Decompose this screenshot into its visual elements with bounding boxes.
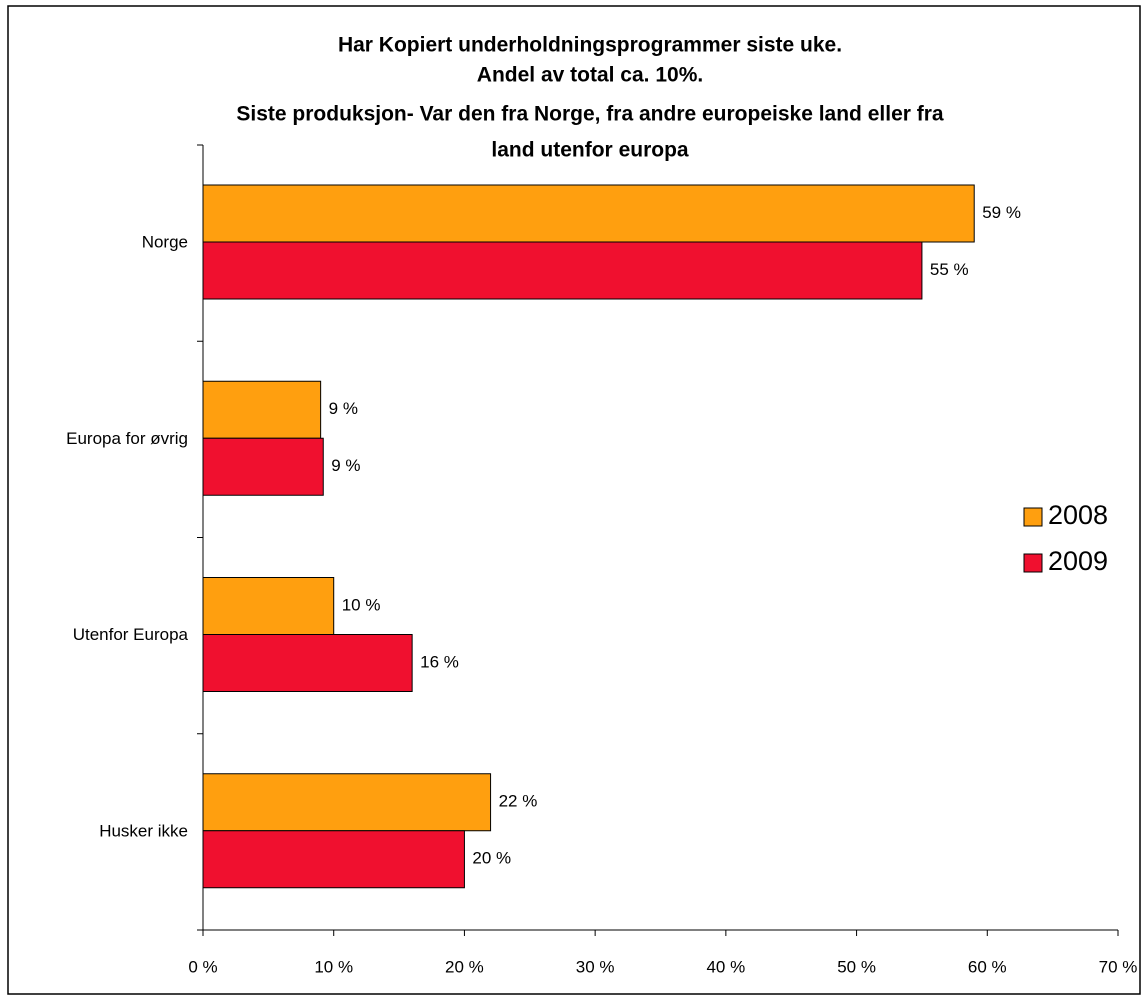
data-label: 9 % [331,456,360,475]
x-tick-label: 10 % [314,957,353,976]
bar [202,241,923,300]
x-tick-label: 30 % [576,957,615,976]
chart-frame [7,5,1141,995]
chart-title: Siste produksjon- Var den fra Norge, fra… [236,103,944,126]
bar [202,634,413,692]
legend-label: 2009 [1048,546,1108,576]
chart-title: land utenfor europa [491,139,688,162]
data-label: 20 % [472,849,511,868]
data-label: 22 % [499,792,538,811]
x-tick-label: 60 % [968,957,1007,976]
data-label: 55 % [930,260,969,279]
chart-title: Har Kopiert underholdningsprogrammer sis… [338,34,842,57]
data-label: 59 % [982,203,1021,222]
legend-label: 2008 [1048,500,1108,530]
y-tick-label: Norge [142,233,188,252]
data-label: 16 % [420,652,459,671]
y-tick-label: Utenfor Europa [73,625,189,644]
data-label: 10 % [342,595,381,614]
y-tick-label: Europa for øvrig [66,429,188,448]
legend-swatch [1023,553,1043,573]
bar [202,380,322,439]
x-tick-label: 20 % [445,957,484,976]
x-tick-label: 0 % [188,957,217,976]
legend-swatch [1023,507,1043,527]
x-tick-label: 70 % [1099,957,1138,976]
bar [202,830,465,889]
x-tick-label: 40 % [706,957,745,976]
x-tick-label: 50 % [837,957,876,976]
bar [202,437,324,496]
y-tick-label: Husker ikke [99,821,188,840]
bar [202,577,335,635]
bar [202,773,492,832]
bar [202,184,975,243]
chart-title: Andel av total ca. 10%. [477,64,703,87]
data-label: 9 % [329,399,358,418]
